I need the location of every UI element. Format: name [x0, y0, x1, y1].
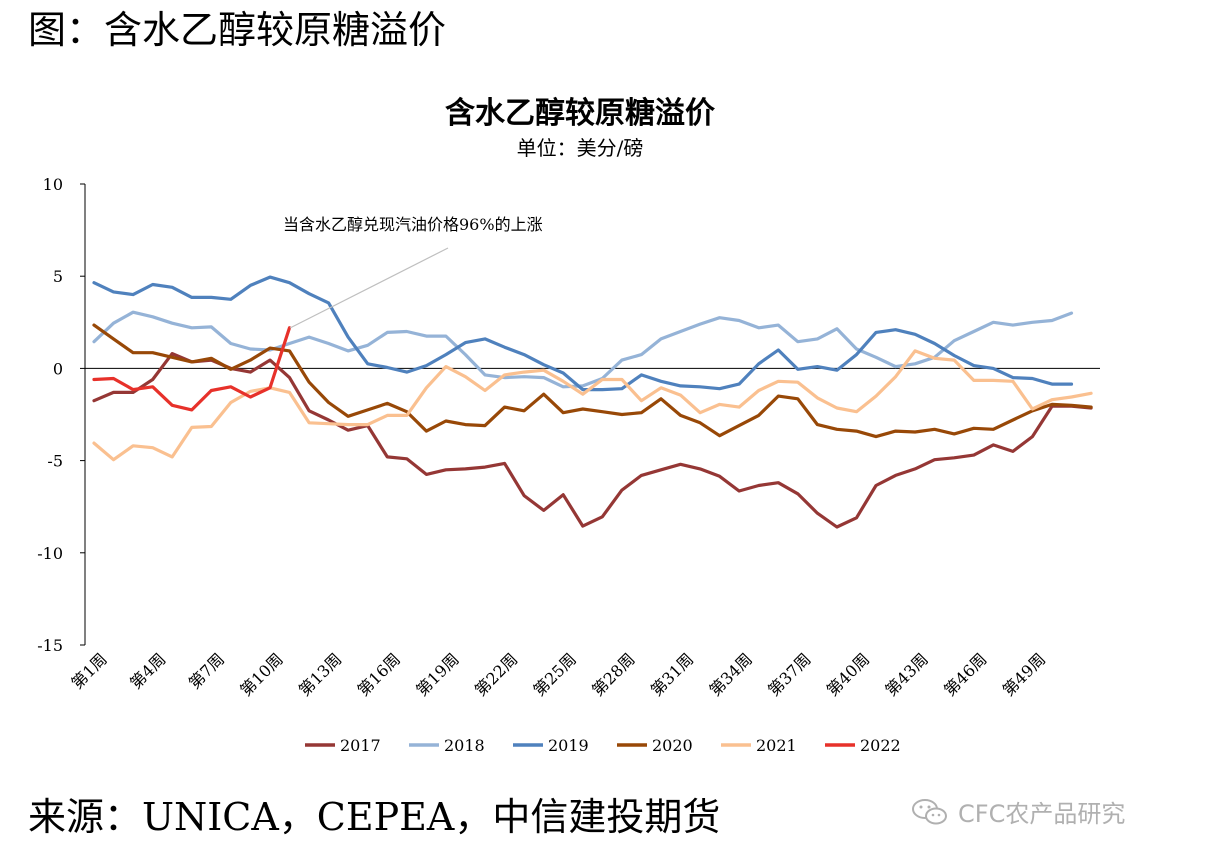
- x-tick-label: 第16周: [354, 649, 404, 699]
- annotation-text: 当含水乙醇兑现汽油价格96%的上涨: [283, 215, 543, 234]
- x-tick-label: 第10周: [236, 649, 286, 699]
- legend-label-2022: 2022: [860, 736, 901, 755]
- x-tick-label: 第4周: [126, 649, 169, 692]
- annotation-leader-line: [289, 247, 449, 329]
- y-tick-label: -15: [37, 636, 63, 655]
- watermark: CFC农产品研究: [910, 794, 1125, 829]
- legend-label-2021: 2021: [756, 736, 797, 755]
- legend-label-2019: 2019: [548, 736, 589, 755]
- chart-title: 含水乙醇较原糖溢价: [445, 96, 715, 131]
- figure-title: 图：含水乙醇较原糖溢价: [28, 8, 447, 52]
- x-tick-label: 第40周: [823, 649, 873, 699]
- x-tick-label: 第13周: [295, 649, 345, 699]
- x-tick-label: 第28周: [588, 649, 638, 699]
- x-tick-label: 第43周: [881, 649, 931, 699]
- series-line-2018: [92, 310, 1074, 389]
- y-tick-label: 0: [53, 359, 63, 378]
- legend-label-2017: 2017: [340, 736, 381, 755]
- series-line-2020: [92, 323, 1093, 439]
- x-tick-label: 第1周: [68, 649, 111, 692]
- x-tick-label: 第7周: [185, 649, 228, 692]
- chart-unit: 单位：美分/磅: [516, 136, 644, 160]
- watermark-text: CFC农产品研究: [958, 800, 1126, 828]
- series-line-2019: [92, 275, 1074, 392]
- series-line-2022: [92, 326, 292, 412]
- x-tick-label: 第37周: [764, 649, 814, 699]
- legend-label-2020: 2020: [652, 736, 693, 755]
- legend-label-2018: 2018: [444, 736, 485, 755]
- series-line-2017: [92, 352, 1093, 529]
- x-tick-label: 第25周: [530, 649, 580, 699]
- wechat-icon: [912, 798, 947, 824]
- x-tick-label: 第31周: [647, 649, 697, 699]
- x-tick-label: 第19周: [412, 649, 462, 699]
- x-tick-label: 第22周: [471, 649, 521, 699]
- y-tick-label: -10: [37, 544, 63, 563]
- y-tick-label: -5: [47, 452, 63, 471]
- y-tick-label: 5: [53, 267, 63, 286]
- x-tick-label: 第49周: [999, 649, 1049, 699]
- source-note: 来源：UNICA，CEPEA，中信建投期货: [28, 795, 721, 839]
- x-tick-label: 第34周: [706, 649, 756, 699]
- x-tick-label: 第46周: [940, 649, 990, 699]
- series-line-2021: [92, 349, 1093, 462]
- y-tick-label: 10: [43, 175, 63, 194]
